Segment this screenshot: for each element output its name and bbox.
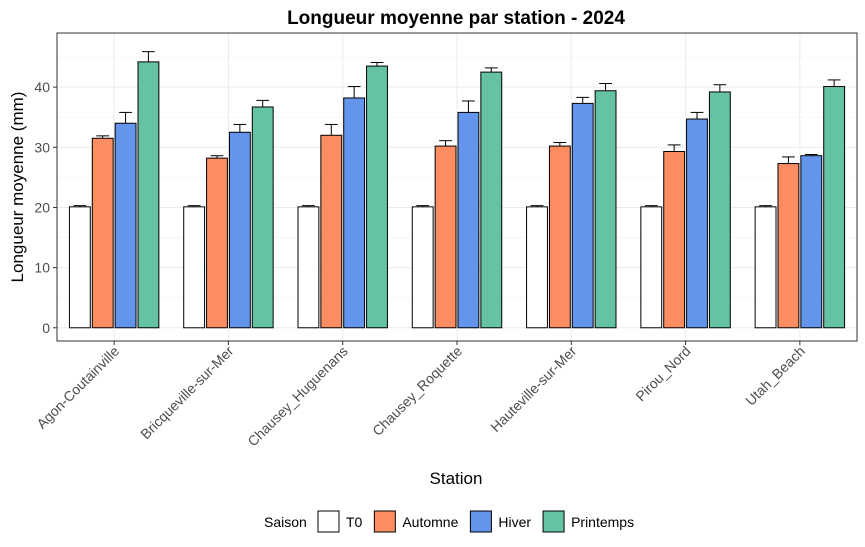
error-bar bbox=[576, 96, 590, 104]
bar bbox=[754, 206, 777, 329]
y-tick-label: 0 bbox=[42, 320, 50, 336]
y-axis: 0 10 20 30 40 bbox=[34, 79, 57, 336]
x-tick-label: Pirou_Nord bbox=[632, 343, 693, 404]
error-bar bbox=[827, 79, 841, 87]
x-tick-label: Hauteville-sur-Mer bbox=[487, 343, 579, 435]
y-tick-label: 10 bbox=[34, 260, 50, 276]
legend: Saison T0 Automne Hiver Printemps bbox=[264, 510, 634, 533]
legend-key bbox=[542, 510, 565, 533]
x-tick-label: Utah_Beach bbox=[742, 343, 808, 409]
bar bbox=[228, 131, 251, 329]
y-tick-label: 20 bbox=[34, 199, 50, 215]
error-bar bbox=[644, 205, 658, 207]
x-tick-label: Chausey_Huguenans bbox=[244, 343, 351, 450]
bar bbox=[548, 145, 571, 329]
bar bbox=[640, 206, 663, 329]
chart-title: Longueur moyenne par station - 2024 bbox=[287, 8, 625, 29]
error-bar bbox=[690, 111, 704, 120]
error-bar bbox=[233, 123, 247, 133]
legend-label: Hiver bbox=[498, 514, 531, 530]
bar bbox=[137, 61, 160, 329]
y-tick-label: 30 bbox=[34, 139, 50, 155]
error-bar bbox=[782, 156, 795, 164]
error-bar bbox=[142, 51, 155, 62]
bar bbox=[457, 111, 480, 329]
legend-key bbox=[469, 510, 492, 533]
legend-key bbox=[373, 510, 396, 533]
legend-item: Printemps bbox=[542, 510, 634, 533]
error-bar bbox=[439, 140, 452, 147]
error-bar bbox=[416, 205, 430, 207]
error-bar bbox=[347, 86, 361, 98]
legend-label: Printemps bbox=[571, 514, 634, 530]
x-tick-label: Chausey_Roquette bbox=[369, 343, 465, 439]
error-bar bbox=[804, 154, 818, 156]
error-bar bbox=[462, 100, 475, 113]
bar bbox=[320, 134, 343, 329]
y-axis-title: Longueur moyenne (mm) bbox=[8, 92, 27, 283]
bar bbox=[411, 206, 434, 329]
x-axis-title: Station bbox=[430, 469, 483, 488]
bar bbox=[206, 157, 228, 329]
error-bar bbox=[73, 205, 87, 207]
bar bbox=[91, 137, 114, 329]
error-bar bbox=[713, 84, 727, 92]
error-bar bbox=[96, 135, 110, 139]
error-bar bbox=[759, 205, 772, 207]
legend-title: Saison bbox=[264, 514, 307, 530]
bar bbox=[68, 206, 91, 329]
error-bar bbox=[484, 67, 498, 73]
error-bar bbox=[187, 205, 201, 207]
bar bbox=[183, 206, 206, 329]
legend-item: Hiver bbox=[469, 510, 531, 533]
bar bbox=[708, 91, 731, 329]
bar bbox=[663, 151, 686, 329]
bar bbox=[434, 145, 457, 329]
error-bar bbox=[599, 83, 612, 91]
error-bar bbox=[324, 123, 338, 136]
error-bar bbox=[210, 155, 224, 159]
error-bar bbox=[302, 205, 315, 207]
bar bbox=[366, 65, 388, 329]
error-bar bbox=[553, 141, 567, 147]
legend-item: Automne bbox=[373, 510, 459, 533]
error-bar bbox=[256, 99, 270, 107]
bar bbox=[114, 122, 137, 329]
error-bar bbox=[119, 111, 132, 124]
bar bbox=[480, 71, 503, 329]
bar bbox=[297, 206, 320, 329]
plot-panel bbox=[56, 32, 858, 342]
legend-item: T0 bbox=[317, 510, 363, 533]
bar bbox=[571, 102, 594, 329]
bar bbox=[686, 118, 708, 329]
y-tick-label: 40 bbox=[34, 79, 50, 95]
bar bbox=[594, 90, 617, 329]
x-tick-label: Bricqueville-sur-Mer bbox=[137, 343, 237, 443]
bar bbox=[343, 97, 366, 329]
error-bar bbox=[370, 61, 384, 67]
legend-label: Automne bbox=[402, 514, 458, 530]
bar bbox=[800, 155, 823, 329]
bar bbox=[777, 163, 800, 329]
bar bbox=[823, 86, 846, 329]
x-axis: Agon-Coutainville Bricqueville-sur-Mer Cha… bbox=[33, 341, 808, 449]
error-bar bbox=[667, 144, 681, 152]
error-bar bbox=[530, 205, 544, 207]
x-tick-label: Agon-Coutainville bbox=[33, 343, 122, 432]
bar bbox=[526, 206, 548, 329]
legend-key bbox=[317, 510, 340, 533]
bar bbox=[251, 106, 274, 329]
legend-label: T0 bbox=[346, 514, 363, 530]
